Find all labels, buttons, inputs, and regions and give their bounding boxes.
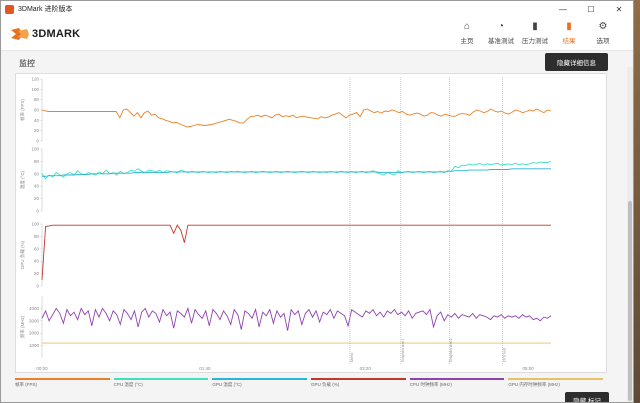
y-tick-label: 20 — [34, 196, 40, 201]
maximize-button[interactable]: ☐ — [587, 4, 595, 14]
legend-swatch — [409, 378, 505, 380]
y-tick-label: 1000 — [29, 343, 40, 348]
legend-item-gpu-temp[interactable]: GPU 温度 (°C) — [212, 374, 308, 390]
y-tick-label: 80 — [34, 159, 40, 164]
x-tick-label: 00:00 — [36, 366, 48, 371]
nav-label: 选项 — [596, 38, 610, 45]
y-tick-label: 60 — [34, 246, 40, 251]
y-axis-label: 帧率 (FPS) — [19, 98, 26, 121]
y-tick-label: 40 — [34, 259, 40, 264]
y-tick-label: 20 — [34, 271, 40, 276]
monitoring-chart: 120 100 80 60 40 20 0 帧率 (FPS) 100 80 60 40 20 0 温度 (°… — [15, 73, 607, 373]
x-tick-label: 01:40 — [199, 366, 211, 371]
legend-item-gpu-load[interactable]: GPU 负载 (%) — [311, 374, 406, 390]
series-line-fps — [41, 108, 552, 128]
series-line-gpu_temp — [42, 168, 551, 177]
y-tick-label: 100 — [31, 222, 39, 227]
close-button[interactable]: ✕ — [615, 4, 623, 14]
legend-swatch — [15, 378, 110, 380]
legend-item-gpu-mem-clock[interactable]: GPU 内存时钟频率 (MHz) — [508, 374, 604, 390]
test-marker-label: Graphics test 1 — [401, 338, 405, 362]
section-title: 监控 — [19, 58, 35, 68]
logo-mark-icon — [11, 27, 29, 40]
y-tick-label: 2000 — [29, 331, 40, 336]
y-tick-label: 80 — [34, 234, 40, 239]
logo[interactable]: 3DMARK — [11, 27, 81, 40]
nav-stress-tests[interactable]: ▮ 压力测试 — [519, 19, 551, 46]
x-tick-label: 05:00 — [522, 366, 534, 371]
nav-label: 结果 — [562, 38, 576, 45]
y-tick-label: 4000 — [29, 306, 40, 311]
nav-label: 主页 — [460, 38, 474, 45]
y-tick-label: 0 — [36, 284, 39, 289]
hide-details-button[interactable]: 隐藏详细信息 — [545, 53, 608, 71]
main-nav: ⌂ 主页 ◔ 基准测试 ▮ 压力测试 ▮ 结果 ⚙ 选项 — [449, 19, 619, 46]
y-axis-label: 频率 (MHz) — [19, 315, 26, 338]
y-tick-label: 40 — [34, 118, 40, 123]
test-marker-label: CPU test — [503, 348, 507, 362]
minimize-button[interactable]: — — [559, 4, 567, 14]
window-title: 3DMark 进阶版本 — [18, 6, 73, 13]
section-header: 监控 隐藏详细信息 — [1, 51, 633, 75]
home-icon: ⌂ — [463, 20, 471, 32]
results-icon: ▮ — [566, 20, 572, 32]
legend-item-fps[interactable]: 帧率 (FPS) — [15, 374, 110, 390]
legend-label: CPU 温度 (°C) — [113, 382, 143, 387]
y-tick-label: 60 — [34, 108, 40, 113]
vertical-scrollbar[interactable] — [627, 67, 633, 402]
nav-label: 基准测试 — [488, 38, 514, 45]
y-tick-label: 80 — [34, 97, 40, 102]
x-tick-label: 03:20 — [360, 366, 372, 371]
y-tick-label: 0 — [36, 139, 39, 144]
test-marker-label: Graphics test 2 — [449, 338, 453, 362]
chart-legend: 帧率 (FPS) CPU 温度 (°C) GPU 温度 (°C) GPU 负载 … — [15, 374, 607, 390]
y-tick-label: 100 — [31, 87, 39, 92]
logo-text: 3DMARK — [32, 27, 81, 40]
legend-swatch — [212, 378, 308, 380]
app-icon — [5, 4, 14, 14]
series-line-gpu_load — [41, 224, 551, 280]
app-header: 3DMARK ⌂ 主页 ◔ 基准测试 ▮ 压力测试 ▮ 结果 ⚙ 选项 — [1, 17, 633, 51]
legend-swatch — [311, 378, 406, 380]
nav-home[interactable]: ⌂ 主页 — [451, 19, 483, 46]
test-marker-label: Demo — [350, 353, 354, 362]
y-tick-label: 3000 — [29, 318, 40, 323]
y-tick-label: 60 — [34, 171, 40, 176]
title-bar: 3DMark 进阶版本 — ☐ ✕ — [1, 1, 633, 17]
gauge-icon: ◔ — [497, 20, 505, 32]
y-tick-label: 0 — [36, 209, 39, 214]
series-line-cpu_clock — [41, 306, 552, 331]
legend-item-cpu-temp[interactable]: CPU 温度 (°C) — [113, 374, 209, 390]
legend-label: CPU 时钟频率 (MHz) — [409, 382, 452, 387]
legend-label: GPU 内存时钟频率 (MHz) — [508, 382, 560, 387]
bar-chart-icon: ▮ — [532, 20, 538, 32]
scrollbar-thumb[interactable] — [628, 201, 632, 401]
nav-label: 压力测试 — [522, 38, 548, 45]
legend-label: GPU 负载 (%) — [311, 382, 340, 387]
nav-options[interactable]: ⚙ 选项 — [587, 19, 619, 46]
y-tick-label: 120 — [31, 77, 39, 82]
monitoring-chart-svg: 120 100 80 60 40 20 0 帧率 (FPS) 100 80 60 40 20 0 温度 (°… — [19, 77, 552, 371]
y-axis-label: GPU 负载 (%) — [19, 240, 26, 269]
hide-markers-button[interactable]: 隐藏 标记 — [565, 392, 609, 402]
legend-label: GPU 温度 (°C) — [212, 382, 242, 387]
y-tick-label: 100 — [31, 147, 39, 152]
legend-swatch — [508, 378, 604, 380]
gear-icon: ⚙ — [598, 20, 608, 32]
y-tick-label: 20 — [34, 128, 40, 133]
legend-item-cpu-clock[interactable]: CPU 时钟频率 (MHz) — [409, 374, 505, 390]
nav-results[interactable]: ▮ 结果 — [553, 19, 585, 46]
legend-swatch — [113, 378, 209, 380]
nav-benchmarks[interactable]: ◔ 基准测试 — [485, 19, 517, 46]
y-axis-label: 温度 (°C) — [19, 170, 26, 189]
y-tick-label: 40 — [34, 184, 40, 189]
legend-label: 帧率 (FPS) — [15, 382, 37, 387]
